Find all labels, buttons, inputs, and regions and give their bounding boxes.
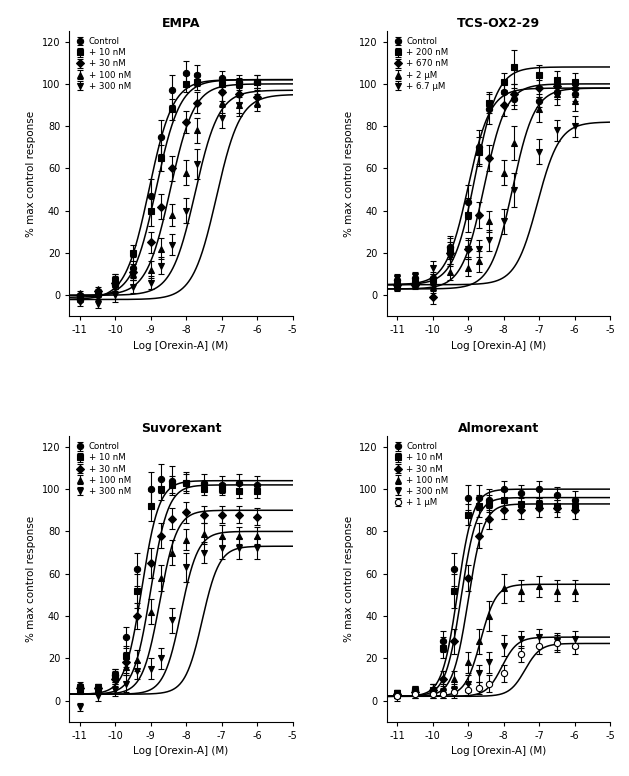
Legend: Control, + 10 nM, + 30 nM, + 100 nM, + 300 nM, + 1 μM: Control, + 10 nM, + 30 nM, + 100 nM, + 3… [391, 441, 450, 509]
X-axis label: Log [Orexin-A] (M): Log [Orexin-A] (M) [451, 341, 546, 351]
Legend: Control, + 10 nM, + 30 nM, + 100 nM, + 300 nM: Control, + 10 nM, + 30 nM, + 100 nM, + 3… [74, 441, 133, 497]
Title: Suvorexant: Suvorexant [141, 422, 221, 435]
Title: Almorexant: Almorexant [458, 422, 539, 435]
Y-axis label: % max control response: % max control response [343, 516, 353, 642]
Y-axis label: % max control response: % max control response [26, 111, 36, 237]
Legend: Control, + 10 nM, + 30 nM, + 100 nM, + 300 nM: Control, + 10 nM, + 30 nM, + 100 nM, + 3… [74, 36, 133, 92]
X-axis label: Log [Orexin-A] (M): Log [Orexin-A] (M) [133, 341, 228, 351]
X-axis label: Log [Orexin-A] (M): Log [Orexin-A] (M) [451, 747, 546, 757]
Title: TCS-OX2-29: TCS-OX2-29 [457, 17, 540, 29]
Title: EMPA: EMPA [162, 17, 200, 29]
Y-axis label: % max control response: % max control response [26, 516, 36, 642]
Legend: Control, + 200 nM, + 670 nM, + 2 μM, + 6.7 μM: Control, + 200 nM, + 670 nM, + 2 μM, + 6… [391, 36, 450, 92]
Y-axis label: % max control response: % max control response [343, 111, 353, 237]
X-axis label: Log [Orexin-A] (M): Log [Orexin-A] (M) [133, 747, 228, 757]
